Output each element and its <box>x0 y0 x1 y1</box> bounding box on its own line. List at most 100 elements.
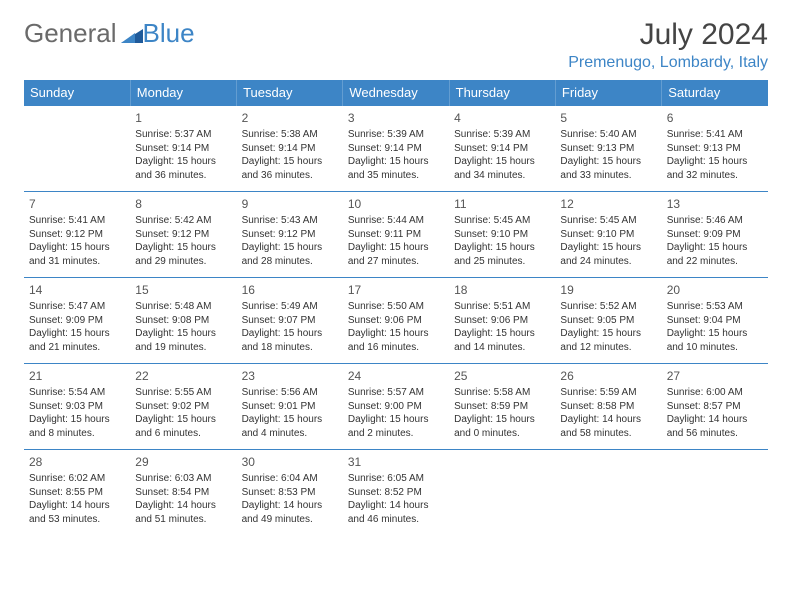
daylight-text: Daylight: 15 hours and 22 minutes. <box>667 241 763 268</box>
sunrise-text: Sunrise: 5:57 AM <box>348 386 444 400</box>
daylight-text: Daylight: 14 hours and 56 minutes. <box>667 413 763 440</box>
day-header: Wednesday <box>343 80 449 106</box>
calendar-cell: 11Sunrise: 5:45 AMSunset: 9:10 PMDayligh… <box>449 192 555 278</box>
calendar-cell: 15Sunrise: 5:48 AMSunset: 9:08 PMDayligh… <box>130 278 236 364</box>
sunrise-text: Sunrise: 5:42 AM <box>135 214 231 228</box>
sunset-text: Sunset: 8:55 PM <box>29 486 125 500</box>
sunrise-text: Sunrise: 5:54 AM <box>29 386 125 400</box>
daylight-text: Daylight: 15 hours and 14 minutes. <box>454 327 550 354</box>
sunset-text: Sunset: 8:53 PM <box>242 486 338 500</box>
calendar-cell <box>449 450 555 536</box>
day-number: 21 <box>29 368 125 384</box>
day-number: 3 <box>348 110 444 126</box>
sunset-text: Sunset: 9:14 PM <box>242 142 338 156</box>
daylight-text: Daylight: 15 hours and 4 minutes. <box>242 413 338 440</box>
calendar-cell: 18Sunrise: 5:51 AMSunset: 9:06 PMDayligh… <box>449 278 555 364</box>
calendar-cell: 29Sunrise: 6:03 AMSunset: 8:54 PMDayligh… <box>130 450 236 536</box>
sunrise-text: Sunrise: 5:52 AM <box>560 300 656 314</box>
sunset-text: Sunset: 9:03 PM <box>29 400 125 414</box>
sunrise-text: Sunrise: 6:03 AM <box>135 472 231 486</box>
calendar-cell: 10Sunrise: 5:44 AMSunset: 9:11 PMDayligh… <box>343 192 449 278</box>
day-number: 6 <box>667 110 763 126</box>
sunset-text: Sunset: 9:14 PM <box>454 142 550 156</box>
sunrise-text: Sunrise: 5:37 AM <box>135 128 231 142</box>
sunrise-text: Sunrise: 5:56 AM <box>242 386 338 400</box>
day-header: Tuesday <box>237 80 343 106</box>
calendar-cell: 27Sunrise: 6:00 AMSunset: 8:57 PMDayligh… <box>662 364 768 450</box>
day-number: 7 <box>29 196 125 212</box>
sunset-text: Sunset: 9:13 PM <box>667 142 763 156</box>
logo-text-2: Blue <box>143 18 195 49</box>
calendar-cell: 24Sunrise: 5:57 AMSunset: 9:00 PMDayligh… <box>343 364 449 450</box>
day-number: 4 <box>454 110 550 126</box>
logo-triangle-icon <box>121 25 143 43</box>
sunset-text: Sunset: 9:01 PM <box>242 400 338 414</box>
sunrise-text: Sunrise: 5:58 AM <box>454 386 550 400</box>
day-number: 13 <box>667 196 763 212</box>
calendar-row: 28Sunrise: 6:02 AMSunset: 8:55 PMDayligh… <box>24 450 768 536</box>
sunset-text: Sunset: 9:09 PM <box>29 314 125 328</box>
sunrise-text: Sunrise: 6:04 AM <box>242 472 338 486</box>
sunset-text: Sunset: 9:12 PM <box>242 228 338 242</box>
logo: General Blue <box>24 18 195 49</box>
daylight-text: Daylight: 15 hours and 6 minutes. <box>135 413 231 440</box>
daylight-text: Daylight: 15 hours and 33 minutes. <box>560 155 656 182</box>
calendar-cell: 16Sunrise: 5:49 AMSunset: 9:07 PMDayligh… <box>237 278 343 364</box>
calendar-cell: 30Sunrise: 6:04 AMSunset: 8:53 PMDayligh… <box>237 450 343 536</box>
sunrise-text: Sunrise: 5:53 AM <box>667 300 763 314</box>
daylight-text: Daylight: 15 hours and 25 minutes. <box>454 241 550 268</box>
sunset-text: Sunset: 9:02 PM <box>135 400 231 414</box>
calendar-cell: 19Sunrise: 5:52 AMSunset: 9:05 PMDayligh… <box>555 278 661 364</box>
daylight-text: Daylight: 14 hours and 58 minutes. <box>560 413 656 440</box>
sunrise-text: Sunrise: 5:48 AM <box>135 300 231 314</box>
daylight-text: Daylight: 15 hours and 2 minutes. <box>348 413 444 440</box>
daylight-text: Daylight: 15 hours and 31 minutes. <box>29 241 125 268</box>
sunset-text: Sunset: 8:57 PM <box>667 400 763 414</box>
sunset-text: Sunset: 9:12 PM <box>29 228 125 242</box>
daylight-text: Daylight: 15 hours and 27 minutes. <box>348 241 444 268</box>
sunrise-text: Sunrise: 6:02 AM <box>29 472 125 486</box>
calendar-cell: 14Sunrise: 5:47 AMSunset: 9:09 PMDayligh… <box>24 278 130 364</box>
daylight-text: Daylight: 15 hours and 19 minutes. <box>135 327 231 354</box>
calendar-cell: 23Sunrise: 5:56 AMSunset: 9:01 PMDayligh… <box>237 364 343 450</box>
day-number: 30 <box>242 454 338 470</box>
sunset-text: Sunset: 9:14 PM <box>135 142 231 156</box>
calendar-cell: 6Sunrise: 5:41 AMSunset: 9:13 PMDaylight… <box>662 106 768 192</box>
sunset-text: Sunset: 8:59 PM <box>454 400 550 414</box>
day-number: 12 <box>560 196 656 212</box>
calendar-cell: 13Sunrise: 5:46 AMSunset: 9:09 PMDayligh… <box>662 192 768 278</box>
day-header: Friday <box>555 80 661 106</box>
location-text: Premenugo, Lombardy, Italy <box>568 54 768 72</box>
sunset-text: Sunset: 9:13 PM <box>560 142 656 156</box>
day-number: 20 <box>667 282 763 298</box>
calendar-cell <box>662 450 768 536</box>
sunrise-text: Sunrise: 5:43 AM <box>242 214 338 228</box>
logo-text-1: General <box>24 18 117 49</box>
sunrise-text: Sunrise: 6:05 AM <box>348 472 444 486</box>
daylight-text: Daylight: 15 hours and 16 minutes. <box>348 327 444 354</box>
calendar-cell: 21Sunrise: 5:54 AMSunset: 9:03 PMDayligh… <box>24 364 130 450</box>
sunrise-text: Sunrise: 5:45 AM <box>560 214 656 228</box>
sunset-text: Sunset: 9:12 PM <box>135 228 231 242</box>
calendar-cell: 3Sunrise: 5:39 AMSunset: 9:14 PMDaylight… <box>343 106 449 192</box>
sunrise-text: Sunrise: 5:46 AM <box>667 214 763 228</box>
sunset-text: Sunset: 8:58 PM <box>560 400 656 414</box>
calendar-cell: 20Sunrise: 5:53 AMSunset: 9:04 PMDayligh… <box>662 278 768 364</box>
day-number: 10 <box>348 196 444 212</box>
sunset-text: Sunset: 9:06 PM <box>348 314 444 328</box>
daylight-text: Daylight: 15 hours and 21 minutes. <box>29 327 125 354</box>
calendar-table: Sunday Monday Tuesday Wednesday Thursday… <box>24 80 768 536</box>
daylight-text: Daylight: 15 hours and 18 minutes. <box>242 327 338 354</box>
calendar-cell: 9Sunrise: 5:43 AMSunset: 9:12 PMDaylight… <box>237 192 343 278</box>
day-header-row: Sunday Monday Tuesday Wednesday Thursday… <box>24 80 768 106</box>
sunrise-text: Sunrise: 5:49 AM <box>242 300 338 314</box>
day-number: 11 <box>454 196 550 212</box>
daylight-text: Daylight: 15 hours and 24 minutes. <box>560 241 656 268</box>
day-header: Monday <box>130 80 236 106</box>
calendar-row: 1Sunrise: 5:37 AMSunset: 9:14 PMDaylight… <box>24 106 768 192</box>
sunset-text: Sunset: 9:14 PM <box>348 142 444 156</box>
sunrise-text: Sunrise: 5:50 AM <box>348 300 444 314</box>
sunset-text: Sunset: 9:10 PM <box>454 228 550 242</box>
day-number: 17 <box>348 282 444 298</box>
calendar-cell <box>24 106 130 192</box>
